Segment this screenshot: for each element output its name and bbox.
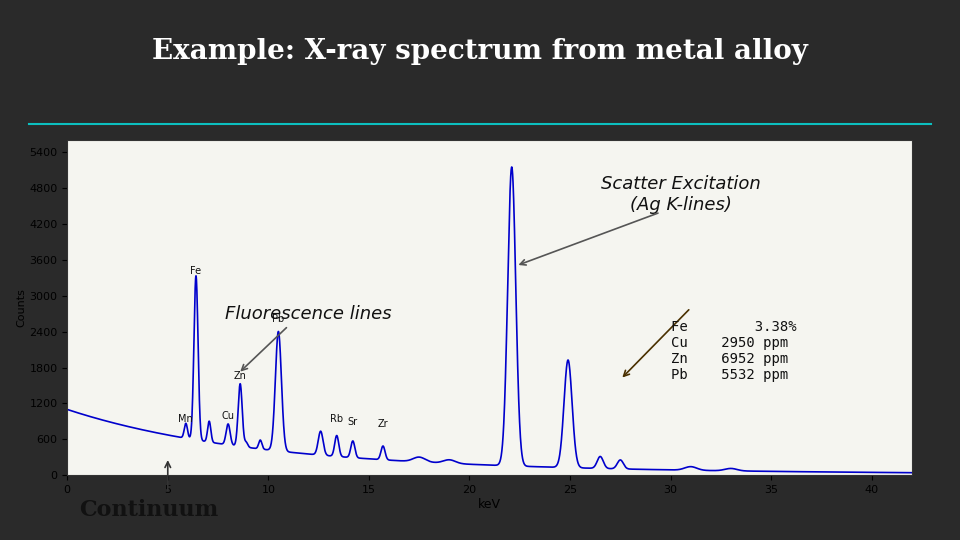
Text: Fe: Fe bbox=[190, 266, 202, 276]
Text: Scatter Excitation
(Ag K-lines): Scatter Excitation (Ag K-lines) bbox=[601, 175, 760, 214]
Text: Sr: Sr bbox=[348, 417, 358, 427]
Y-axis label: Counts: Counts bbox=[16, 288, 27, 327]
Text: Continuum: Continuum bbox=[79, 499, 219, 521]
X-axis label: keV: keV bbox=[478, 498, 501, 511]
Text: Zr: Zr bbox=[377, 418, 388, 429]
Text: Example: X-ray spectrum from metal alloy: Example: X-ray spectrum from metal alloy bbox=[152, 38, 808, 65]
Text: Rb: Rb bbox=[330, 414, 344, 424]
Text: Mn: Mn bbox=[179, 414, 193, 424]
Text: Fluorescence lines: Fluorescence lines bbox=[226, 305, 392, 323]
Text: Fe        3.38%
Cu    2950 ppm
Zn    6952 ppm
Pb    5532 ppm: Fe 3.38% Cu 2950 ppm Zn 6952 ppm Pb 5532… bbox=[671, 320, 796, 382]
Text: Cu: Cu bbox=[222, 411, 234, 421]
Text: Zn: Zn bbox=[233, 371, 247, 381]
Text: Pb: Pb bbox=[273, 314, 284, 324]
